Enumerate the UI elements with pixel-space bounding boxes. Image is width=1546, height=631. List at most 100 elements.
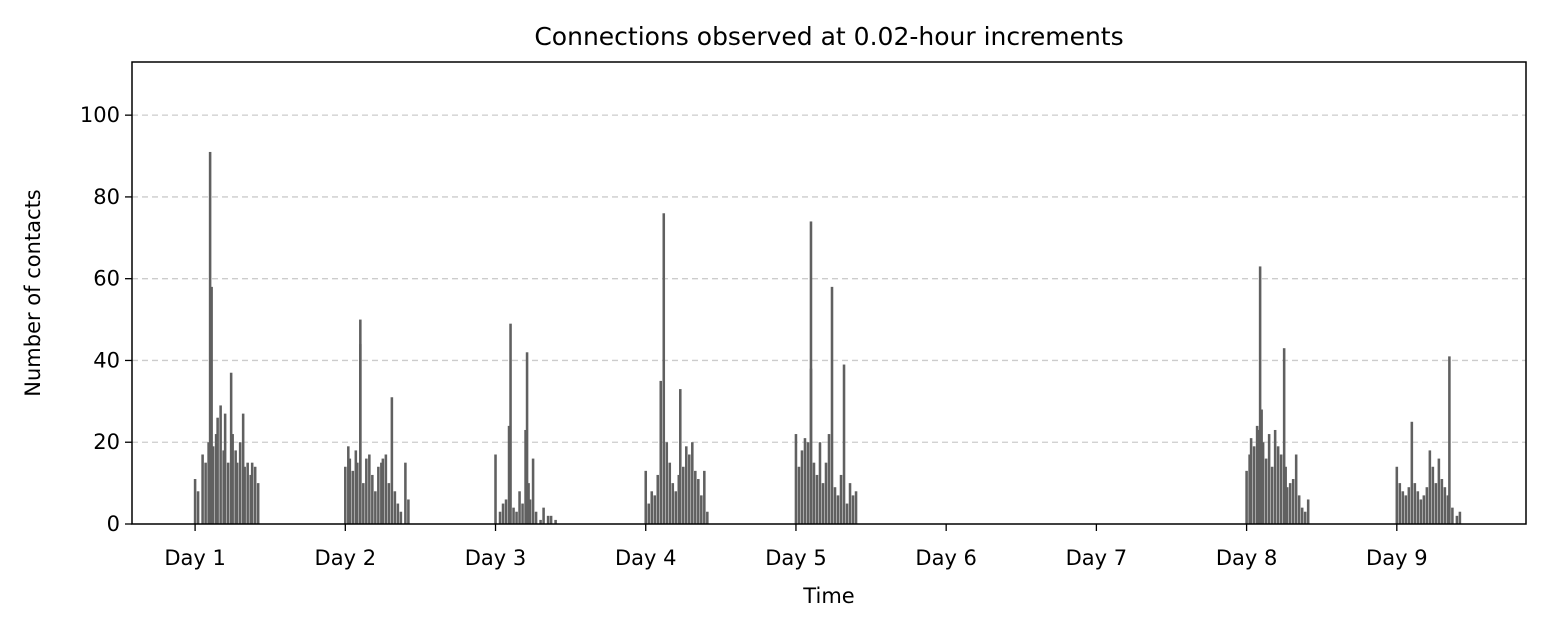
bar bbox=[371, 474, 374, 524]
bar bbox=[644, 470, 648, 524]
bar bbox=[208, 151, 212, 524]
bar bbox=[207, 442, 210, 524]
bar bbox=[839, 474, 843, 524]
bar bbox=[851, 495, 855, 524]
bar bbox=[226, 462, 230, 524]
x-tick-label: Day 5 bbox=[765, 546, 827, 570]
bar bbox=[833, 487, 837, 524]
bar bbox=[348, 458, 352, 524]
bar bbox=[800, 450, 804, 524]
bar bbox=[354, 450, 358, 524]
bar bbox=[815, 474, 819, 524]
bar bbox=[515, 511, 518, 524]
bar bbox=[201, 454, 204, 524]
bar bbox=[531, 458, 535, 524]
bar bbox=[1410, 421, 1414, 524]
y-tick-label: 40 bbox=[93, 348, 120, 372]
bar bbox=[1291, 479, 1295, 524]
y-tick-label: 60 bbox=[93, 267, 120, 291]
bar bbox=[525, 352, 529, 524]
bar bbox=[797, 466, 801, 524]
bar bbox=[193, 479, 197, 524]
y-tick-label: 0 bbox=[107, 512, 120, 536]
bar bbox=[494, 454, 497, 524]
bar bbox=[246, 462, 249, 524]
bar bbox=[196, 491, 200, 524]
bar bbox=[854, 491, 858, 524]
bar bbox=[210, 286, 213, 524]
bar bbox=[542, 507, 545, 524]
x-tick-label: Day 1 bbox=[164, 546, 226, 570]
bar bbox=[677, 474, 681, 524]
bar bbox=[1252, 446, 1256, 524]
bar bbox=[688, 454, 691, 524]
bar bbox=[256, 483, 260, 524]
plot-frame bbox=[131, 61, 1527, 525]
bar bbox=[682, 466, 685, 524]
bar bbox=[243, 466, 246, 524]
bar bbox=[504, 499, 508, 524]
bar bbox=[1395, 466, 1399, 524]
bar bbox=[1443, 487, 1447, 524]
bar bbox=[524, 429, 527, 524]
bar bbox=[223, 413, 227, 524]
bar bbox=[650, 491, 654, 524]
bar bbox=[214, 434, 218, 524]
bar bbox=[706, 511, 709, 524]
bar bbox=[821, 483, 825, 524]
bar bbox=[703, 470, 706, 524]
bar bbox=[204, 462, 207, 524]
bar bbox=[359, 344, 362, 524]
bar bbox=[1303, 511, 1307, 524]
bar bbox=[509, 323, 512, 524]
bar bbox=[1258, 266, 1262, 524]
bar bbox=[665, 442, 669, 524]
bar bbox=[253, 466, 257, 524]
bar bbox=[546, 515, 550, 524]
bar bbox=[1431, 466, 1435, 524]
bar bbox=[374, 491, 377, 524]
bar bbox=[222, 450, 225, 524]
bar bbox=[1255, 425, 1259, 524]
bar bbox=[1297, 495, 1301, 524]
bar bbox=[691, 442, 694, 524]
bar bbox=[384, 454, 388, 524]
bar bbox=[659, 380, 663, 524]
bar bbox=[368, 454, 371, 524]
bar bbox=[836, 495, 840, 524]
bar bbox=[679, 389, 682, 524]
bar bbox=[694, 470, 697, 524]
bar bbox=[356, 462, 359, 524]
x-axis-title: Time bbox=[802, 584, 854, 608]
y-axis-title: Number of contacts bbox=[21, 189, 45, 396]
x-tick-label: Day 4 bbox=[615, 546, 677, 570]
bar bbox=[521, 503, 524, 524]
bar bbox=[231, 434, 234, 524]
bar bbox=[794, 434, 798, 524]
bar bbox=[1288, 483, 1292, 524]
bar bbox=[381, 458, 385, 524]
bar bbox=[668, 462, 672, 524]
bar bbox=[234, 450, 237, 524]
bar bbox=[809, 221, 813, 524]
bar bbox=[1245, 470, 1248, 524]
bar bbox=[671, 483, 675, 524]
bar bbox=[662, 213, 666, 524]
bar bbox=[501, 503, 505, 524]
y-tick-label: 80 bbox=[93, 185, 120, 209]
bar bbox=[1257, 429, 1260, 524]
bar bbox=[512, 507, 515, 524]
bar bbox=[528, 499, 532, 524]
bar bbox=[518, 491, 521, 524]
bar bbox=[241, 413, 245, 524]
bar bbox=[1282, 348, 1286, 524]
bar bbox=[250, 462, 254, 524]
bar bbox=[697, 479, 700, 524]
bar bbox=[1270, 466, 1274, 524]
bar bbox=[830, 286, 834, 524]
x-tick-label: Day 3 bbox=[465, 546, 527, 570]
bar bbox=[399, 511, 403, 524]
bar bbox=[1273, 429, 1277, 524]
bar bbox=[377, 466, 380, 524]
bar bbox=[848, 483, 852, 524]
